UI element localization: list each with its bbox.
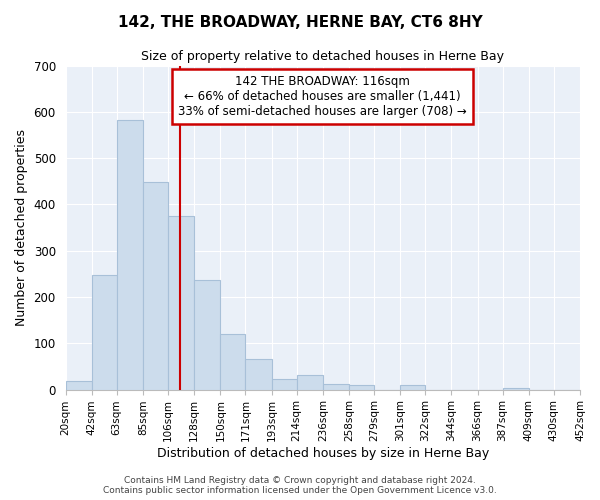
Bar [400,385,425,390]
Bar [323,384,349,390]
Bar [296,375,323,390]
Text: 142 THE BROADWAY: 116sqm
← 66% of detached houses are smaller (1,441)
33% of sem: 142 THE BROADWAY: 116sqm ← 66% of detach… [178,76,467,118]
Bar [220,334,245,390]
Title: Size of property relative to detached houses in Herne Bay: Size of property relative to detached ho… [141,50,504,63]
Bar [503,388,529,390]
X-axis label: Distribution of detached houses by size in Herne Bay: Distribution of detached houses by size … [157,447,489,460]
Text: Contains HM Land Registry data © Crown copyright and database right 2024.
Contai: Contains HM Land Registry data © Crown c… [103,476,497,495]
Bar [194,280,220,390]
Bar [117,120,143,390]
Bar [168,216,194,390]
Y-axis label: Number of detached properties: Number of detached properties [15,129,28,326]
Bar [65,382,92,390]
Text: 142, THE BROADWAY, HERNE BAY, CT6 8HY: 142, THE BROADWAY, HERNE BAY, CT6 8HY [118,15,482,30]
Bar [245,358,272,390]
Bar [349,386,374,390]
Bar [92,276,117,390]
Bar [143,182,168,390]
Bar [272,380,296,390]
